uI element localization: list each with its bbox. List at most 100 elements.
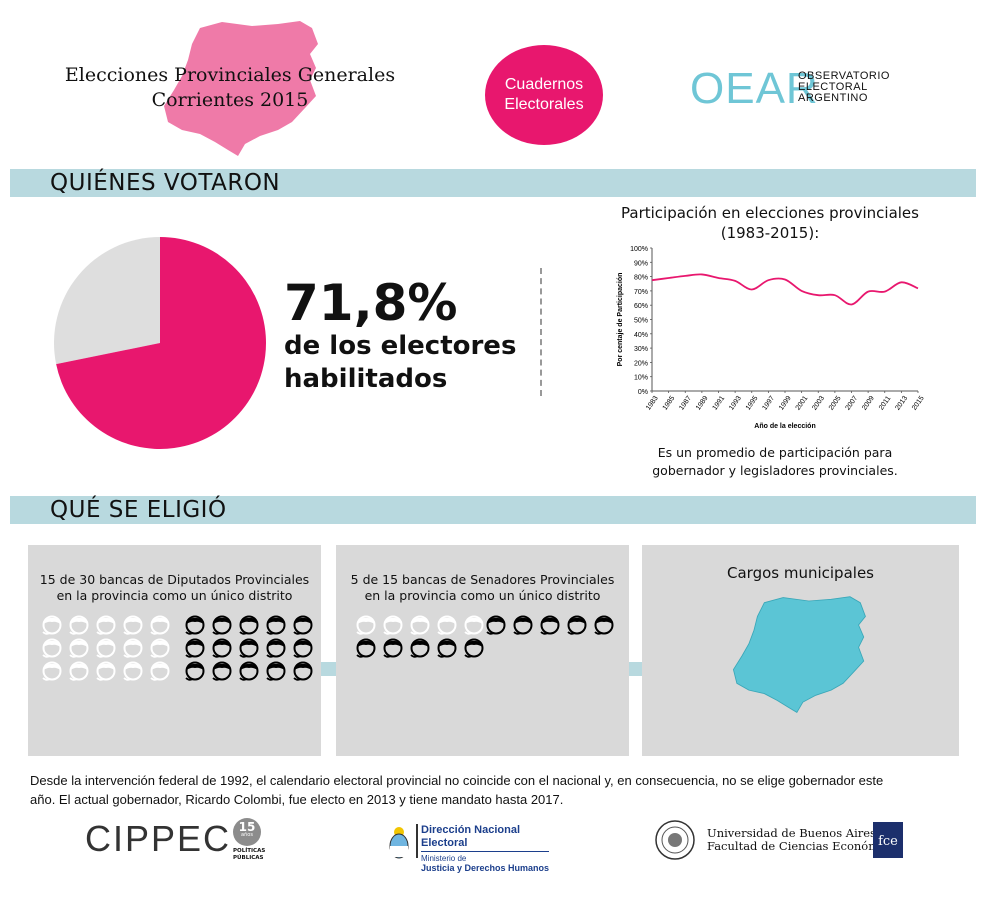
- y-tick-label: 30%: [634, 346, 648, 353]
- coat-of-arms-icon: [389, 827, 409, 859]
- x-tick-label: 2015: [911, 395, 926, 412]
- seat-elected-icon: [293, 661, 313, 681]
- footer-note-line1: Desde la intervención federal de 1992, e…: [30, 773, 884, 788]
- page-title: Elecciones Provinciales Generales: [64, 64, 396, 86]
- seat-icons-available-diputados: [40, 615, 175, 681]
- card-diputados-line1: 15 de 30 bancas de Diputados Provinciale…: [39, 572, 310, 587]
- province-map-municipal: [732, 596, 866, 714]
- seat-other-icon: [150, 661, 170, 681]
- cuadernos-badge: Cuadernos Electorales: [485, 45, 603, 145]
- card-senadores-line1: 5 de 15 bancas de Senadores Provinciales: [350, 572, 615, 587]
- seat-elected-icon: [185, 615, 205, 635]
- seat-elected-icon: [464, 638, 484, 658]
- fce-badge: fce: [873, 822, 903, 858]
- oear-line2: ELECTORAL: [798, 81, 868, 93]
- page-subtitle: Corrientes 2015: [151, 89, 309, 111]
- seat-elected-icon: [540, 615, 560, 635]
- seat-elected-icon: [293, 615, 313, 635]
- seat-other-icon: [150, 638, 170, 658]
- x-tick-label: 1985: [662, 395, 677, 412]
- cippec-logo: CIPPEC 15 años POLÍTICAS PÚBLICAS: [85, 818, 265, 868]
- seat-other-icon: [437, 615, 457, 635]
- seat-other-icon: [410, 615, 430, 635]
- seat-elected-icon: [293, 638, 313, 658]
- seat-other-icon: [42, 615, 62, 635]
- cippec-badge-number: 15: [238, 820, 256, 834]
- x-axis-label: Año de la elección: [754, 423, 815, 430]
- cippec-anniversary-badge: 15 años: [233, 818, 261, 846]
- dne-logo: Dirección Nacional Electoral Ministerio …: [388, 824, 558, 873]
- seat-icons-elected-diputados: [183, 615, 318, 681]
- y-tick-label: 40%: [634, 332, 648, 339]
- cuadernos-line2: Electorales: [504, 96, 584, 113]
- seat-elected-icon: [212, 638, 232, 658]
- dne-line3: Justicia y Derechos Humanos: [421, 863, 550, 873]
- seat-other-icon: [96, 615, 116, 635]
- participation-pie-chart: [54, 237, 267, 449]
- x-tick-label: 1999: [778, 395, 793, 412]
- x-tick-label: 1989: [695, 395, 710, 412]
- card-connector-1: [320, 662, 336, 676]
- oear-logo: OEAR OBSERVATORIO ELECTORAL ARGENTINO: [690, 65, 900, 115]
- card-connector-2: [628, 662, 644, 676]
- x-tick-label: 2011: [878, 395, 892, 411]
- seat-elected-icon: [594, 615, 614, 635]
- seat-elected-icon: [567, 615, 587, 635]
- x-tick-label: 2005: [828, 395, 843, 412]
- participation-line-chart: 0%10%20%30%40%50%60%70%80%90%100%1983 198…: [617, 246, 926, 430]
- card-municipales-title: Cargos municipales: [727, 564, 874, 582]
- x-tick-label: 1995: [745, 395, 760, 412]
- pie-slice-participation: [56, 237, 267, 449]
- cuadernos-line1: Cuadernos: [504, 76, 584, 93]
- section-banner-quienes-votaron: QUIÉNES VOTARON: [10, 169, 976, 197]
- seat-other-icon: [123, 661, 143, 681]
- seat-elected-icon: [212, 615, 232, 635]
- dne-line1: Dirección Nacional Electoral: [421, 824, 521, 849]
- y-tick-label: 60%: [634, 303, 648, 310]
- seat-elected-icon: [513, 615, 533, 635]
- cippec-sub1: POLÍTICAS: [233, 848, 266, 854]
- card-senadores: 5 de 15 bancas de Senadores Provinciales…: [336, 545, 629, 756]
- y-axis-label: Por centaje de Participación: [617, 273, 624, 367]
- seat-other-icon: [464, 615, 484, 635]
- x-tick-label: 2003: [811, 395, 826, 412]
- footer-note-line2: año. El actual gobernador, Ricardo Colom…: [30, 792, 564, 807]
- seat-other-icon: [42, 638, 62, 658]
- x-tick-label: 1991: [712, 395, 727, 412]
- x-tick-label: 1997: [761, 395, 776, 412]
- cippec-wordmark: CIPPEC: [85, 818, 232, 859]
- seat-elected-icon: [185, 661, 205, 681]
- seat-elected-icon: [266, 615, 286, 635]
- seat-icons-available-senadores: [354, 615, 489, 635]
- line-chart-note-line1: Es un promedio de participación para: [657, 445, 893, 460]
- seat-elected-icon: [239, 661, 259, 681]
- section-heading-quienes-votaron: QUIÉNES VOTARON: [50, 170, 281, 196]
- card-diputados-line2: en la provincia como un único distrito: [56, 588, 293, 603]
- y-tick-label: 80%: [634, 275, 648, 282]
- x-tick-label: 2009: [861, 395, 876, 412]
- seat-elected-icon: [437, 638, 457, 658]
- line-chart-note-line2: gobernador y legisladores provinciales.: [652, 463, 898, 478]
- series-line-participation: [651, 273, 919, 306]
- seat-other-icon: [42, 661, 62, 681]
- oear-mark: OEAR: [690, 64, 819, 113]
- card-senadores-line2: en la provincia como un único distrito: [364, 588, 601, 603]
- participation-label-line2: habilitados: [284, 364, 448, 394]
- seat-elected-icon: [356, 638, 376, 658]
- y-tick-label: 90%: [634, 260, 648, 267]
- uba-line2: Facultad de Ciencias Económicas: [707, 839, 902, 853]
- seat-other-icon: [150, 615, 170, 635]
- x-tick-label: 2007: [845, 395, 860, 412]
- line-chart-subtitle: (1983-2015):: [720, 224, 820, 242]
- seat-other-icon: [69, 661, 89, 681]
- seat-other-icon: [96, 638, 116, 658]
- line-chart-title: Participación en elecciones provinciales: [621, 204, 919, 222]
- dne-line2: Ministerio de: [421, 854, 467, 863]
- province-map-header: [164, 21, 318, 156]
- section-banner-que-se-eligio: QUÉ SE ELIGIÓ: [10, 496, 976, 524]
- cippec-badge-sub: años: [241, 832, 253, 838]
- y-tick-label: 20%: [634, 360, 648, 367]
- seat-elected-icon: [239, 615, 259, 635]
- seat-other-icon: [123, 615, 143, 635]
- card-diputados: 15 de 30 bancas de Diputados Provinciale…: [28, 545, 321, 756]
